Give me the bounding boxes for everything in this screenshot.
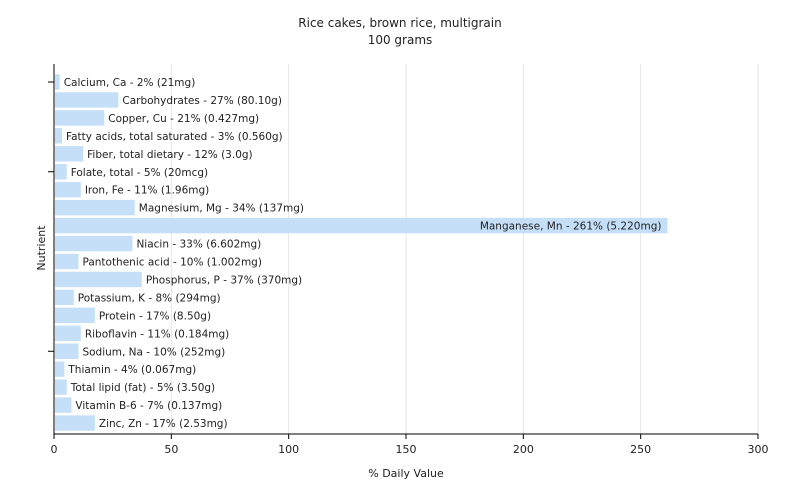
bar-label-15: Sodium, Na - 10% (252mg) [82, 346, 225, 358]
bar-17 [55, 379, 67, 395]
bar-label-16: Thiamin - 4% (0.067mg) [67, 364, 196, 376]
bar-7 [55, 199, 135, 216]
bar-4 [55, 146, 84, 162]
bar-label-7: Magnesium, Mg - 34% (137mg) [139, 203, 304, 215]
bar-label-4: Fiber, total dietary - 12% (3.0g) [87, 149, 252, 161]
bar-3 [55, 128, 63, 144]
x-tick-label-3: 150 [396, 443, 417, 456]
bar-label-5: Folate, total - 5% (20mcg) [71, 167, 208, 179]
x-tick-label-5: 250 [630, 443, 651, 456]
bars: Calcium, Ca - 2% (21mg) Carbohydrates - 2… [55, 74, 668, 431]
chart-title: Rice cakes, brown rice, multigrain [298, 16, 501, 30]
bar-8 [55, 217, 668, 234]
bar-label-18: Vitamin B-6 - 7% (0.137mg) [75, 400, 222, 412]
bar-label-11: Phosphorus, P - 37% (370mg) [146, 274, 302, 286]
bar-5 [55, 164, 67, 180]
bar-6 [55, 181, 81, 198]
bar-19 [55, 415, 95, 431]
bar-12 [55, 289, 74, 306]
bar-13 [55, 307, 95, 324]
bar-label-3: Fatty acids, total saturated - 3% (0.560… [66, 131, 283, 143]
x-tick-label-6: 300 [748, 443, 769, 456]
bar-label-17: Total lipid (fat) - 5% (3.50g) [70, 382, 215, 394]
x-tick-label-4: 200 [513, 443, 534, 456]
bar-1 [55, 92, 119, 108]
axes: 0 50 100 150 200 250 300 [48, 64, 769, 456]
grid-lines [170, 64, 759, 434]
bar-2 [55, 110, 105, 126]
bar-label-9: Niacin - 33% (6.602mg) [136, 239, 261, 251]
bar-11 [55, 271, 142, 288]
x-tick-label-1: 50 [164, 443, 178, 456]
bar-0 [55, 74, 60, 90]
bar-label-10: Pantothenic acid - 10% (1.002mg) [82, 257, 261, 269]
bar-label-6: Iron, Fe - 11% (1.96mg) [85, 185, 209, 197]
bar-10 [55, 253, 79, 270]
bar-14 [55, 325, 81, 342]
bar-15 [55, 343, 79, 359]
bar-label-0: Calcium, Ca - 2% (21mg) [64, 77, 196, 89]
bar-label-12: Potassium, K - 8% (294mg) [78, 292, 221, 304]
x-tick-label-2: 100 [278, 443, 299, 456]
bar-label-2: Copper, Cu - 21% (0.427mg) [108, 113, 259, 125]
bar-16 [55, 361, 65, 377]
x-axis-label: % Daily Value [368, 467, 444, 480]
bar-label-1: Carbohydrates - 27% (80.10g) [122, 95, 282, 107]
chart-subtitle: 100 grams [368, 33, 433, 47]
bar-label-14: Riboflavin - 11% (0.184mg) [85, 328, 229, 340]
x-tick-label-0: 0 [51, 443, 58, 456]
bar-18 [55, 397, 72, 413]
bar-label-13: Protein - 17% (8.50g) [99, 310, 211, 322]
bar-label-8: Manganese, Mn - 261% (5.220mg) [480, 221, 662, 233]
y-axis-label: Nutrient [35, 225, 48, 271]
bar-label-19: Zinc, Zn - 17% (2.53mg) [99, 418, 228, 430]
bar-9 [55, 235, 133, 252]
